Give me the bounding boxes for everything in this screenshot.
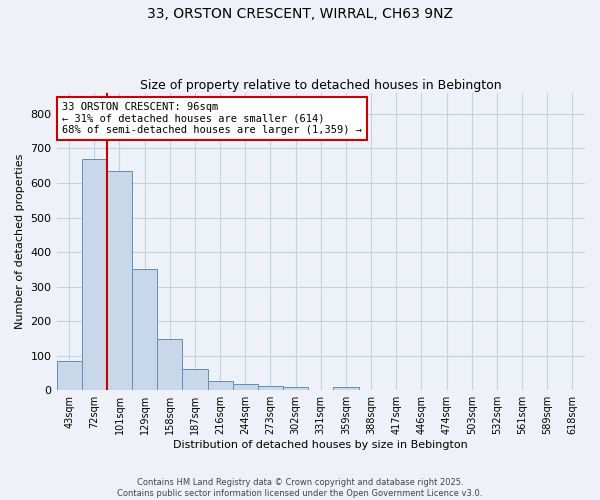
Bar bbox=[334, 388, 359, 390]
Text: 33 ORSTON CRESCENT: 96sqm
← 31% of detached houses are smaller (614)
68% of semi: 33 ORSTON CRESCENT: 96sqm ← 31% of detac… bbox=[62, 102, 362, 136]
Bar bbox=[233, 384, 258, 390]
Bar bbox=[56, 361, 82, 390]
Bar bbox=[107, 171, 132, 390]
Bar bbox=[283, 388, 308, 390]
Y-axis label: Number of detached properties: Number of detached properties bbox=[15, 154, 25, 330]
Bar bbox=[182, 370, 208, 390]
Bar bbox=[208, 380, 233, 390]
Text: Contains HM Land Registry data © Crown copyright and database right 2025.
Contai: Contains HM Land Registry data © Crown c… bbox=[118, 478, 482, 498]
Text: 33, ORSTON CRESCENT, WIRRAL, CH63 9NZ: 33, ORSTON CRESCENT, WIRRAL, CH63 9NZ bbox=[147, 8, 453, 22]
Bar bbox=[157, 339, 182, 390]
Bar bbox=[82, 159, 107, 390]
X-axis label: Distribution of detached houses by size in Bebington: Distribution of detached houses by size … bbox=[173, 440, 468, 450]
Title: Size of property relative to detached houses in Bebington: Size of property relative to detached ho… bbox=[140, 79, 502, 92]
Bar bbox=[258, 386, 283, 390]
Bar bbox=[132, 270, 157, 390]
